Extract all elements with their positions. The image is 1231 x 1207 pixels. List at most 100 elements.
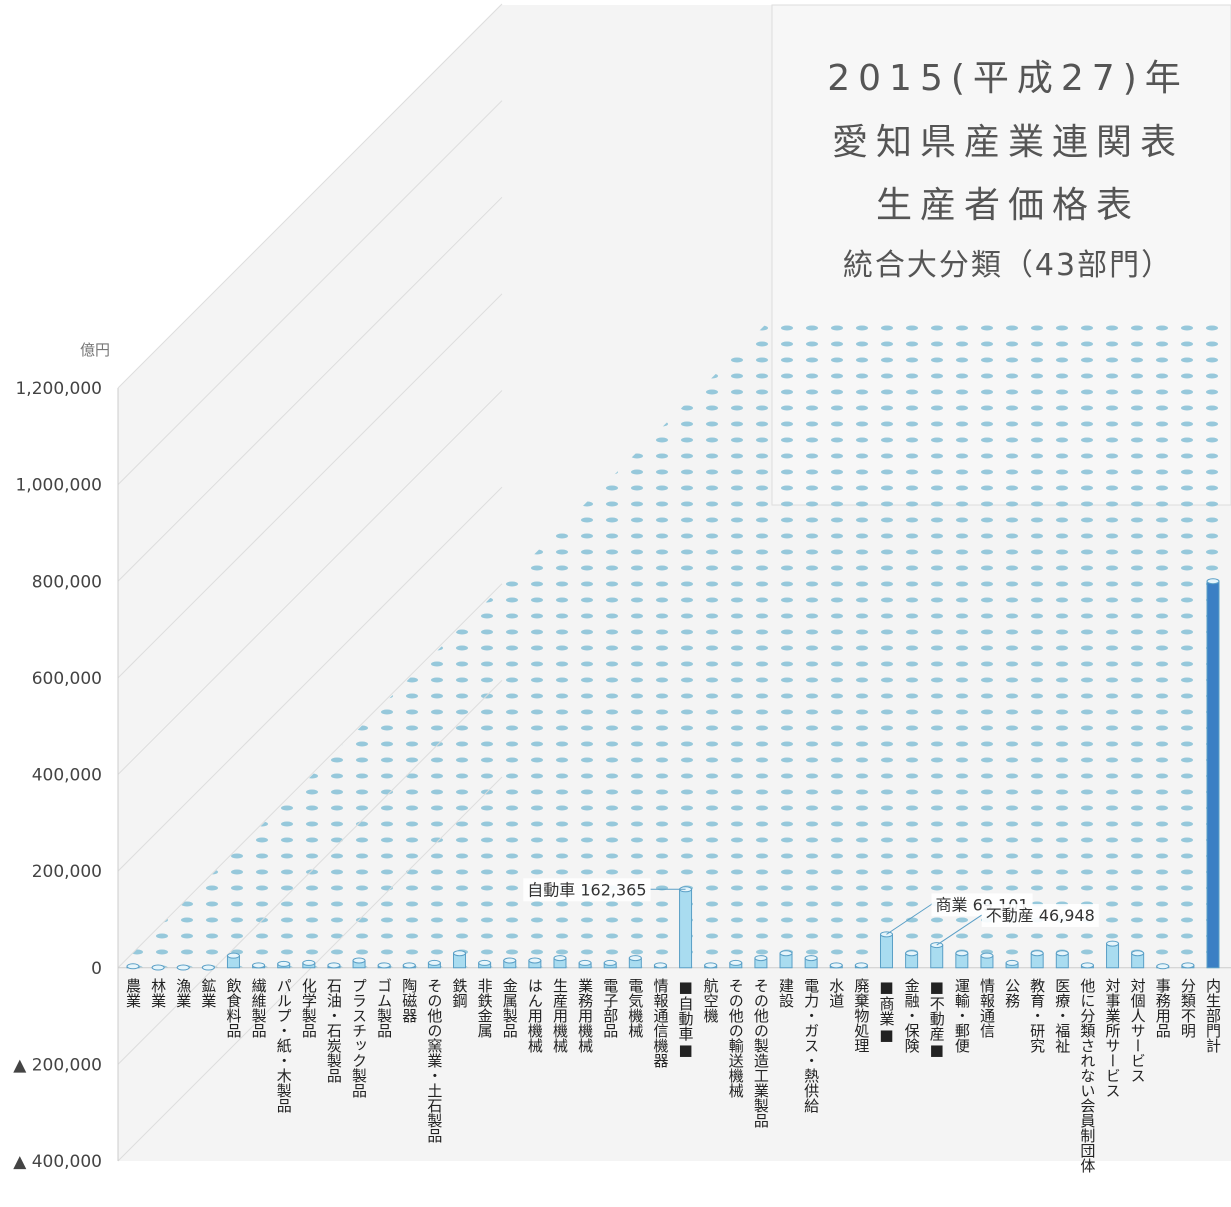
x-tick-label: はん用機械 — [526, 978, 544, 1053]
chart-title: 生産者価格表 — [876, 185, 1140, 226]
bar-top — [378, 963, 390, 968]
x-tick-label: 化学製品 — [300, 978, 318, 1038]
x-tick-label: 公務 — [1003, 978, 1021, 1009]
bar-top — [755, 956, 767, 961]
x-tick-label: その他の輸送機械 — [727, 978, 745, 1098]
bar-top — [303, 960, 315, 965]
bar-top — [604, 960, 616, 965]
x-tick-label: 廃棄物処理 — [852, 977, 870, 1053]
bar — [931, 945, 943, 968]
x-tick-label: 他に分類されない会員制団体 — [1078, 978, 1096, 1173]
x-tick-label: 水道 — [827, 978, 845, 1008]
x-tick-label: プラスチック製品 — [350, 978, 368, 1098]
x-tick-label: 情報通信機器 — [651, 978, 669, 1068]
y-unit: 億円 — [80, 341, 110, 359]
x-tick-label: 電力・ガス・熱供給 — [802, 978, 820, 1113]
x-tick-label: 教育・研究 — [1028, 978, 1046, 1054]
x-tick-label: その他の製造工業製品 — [752, 978, 770, 1128]
bar-top — [805, 956, 817, 961]
x-tick-label: 鉱業 — [199, 977, 217, 1008]
x-tick-label: 金融・保険 — [903, 978, 921, 1053]
x-tick-label: 繊維製品 — [250, 978, 268, 1038]
y-tick-label: ▲ 200,000 — [13, 1055, 102, 1075]
x-tick-label: ゴム製品 — [375, 978, 393, 1038]
bar-top — [529, 958, 541, 963]
bar-top — [654, 963, 666, 968]
bar-top — [981, 953, 993, 958]
x-tick-label: 金属製品 — [501, 978, 519, 1038]
x-tick-label: ■自動車■ — [677, 978, 695, 1059]
bar-top — [202, 965, 214, 970]
value-label: 不動産 46,948 — [986, 906, 1095, 925]
x-tick-label: 事務用品 — [1154, 978, 1172, 1038]
y-tick-label: 600,000 — [32, 669, 102, 689]
x-tick-label: 飲食料品 — [224, 978, 242, 1038]
y-tick-label: 400,000 — [32, 766, 102, 786]
x-tick-label: 対個人サービス — [1129, 978, 1147, 1083]
bar-top — [403, 963, 415, 968]
y-tick-label: 1,200,000 — [15, 379, 102, 399]
x-tick-label: 内生部門計 — [1204, 978, 1222, 1053]
x-tick-label: 情報通信 — [978, 978, 996, 1038]
bar-top — [730, 960, 742, 965]
x-tick-label: 生産用機械 — [551, 978, 569, 1053]
bar-top — [479, 960, 491, 965]
x-tick-label: 鉄鋼 — [451, 978, 469, 1008]
x-tick-label: 電気機械 — [626, 978, 644, 1038]
x-tick-label: 陶磁器 — [400, 978, 418, 1023]
bar-top — [1056, 951, 1068, 956]
x-tick-label: 対事業所サービス — [1104, 978, 1122, 1098]
bar-top — [1031, 951, 1043, 956]
bar — [1207, 581, 1219, 968]
chart-title: 統合大分類（43部門） — [843, 248, 1173, 283]
x-tick-label: 林業 — [149, 978, 167, 1008]
bar-top — [227, 953, 239, 958]
bar-top — [454, 951, 466, 956]
bar-top — [504, 958, 516, 963]
bar-top — [629, 956, 641, 961]
x-tick-label: 非鉄金属 — [476, 978, 494, 1038]
bar-top — [1132, 951, 1144, 956]
bar-top — [127, 964, 139, 969]
x-tick-label: パルプ・紙・木製品 — [275, 978, 293, 1113]
y-tick-label: ▲ 400,000 — [13, 1152, 102, 1172]
bar-top — [830, 963, 842, 968]
bar-top — [253, 963, 265, 968]
value-label: 自動車 162,365 — [527, 880, 646, 899]
bar-top — [1006, 960, 1018, 965]
chart-title: 愛知県産業連関表 — [832, 122, 1184, 163]
bar-top — [906, 951, 918, 956]
x-tick-label: 農業 — [124, 978, 142, 1008]
bar-top — [780, 951, 792, 956]
bar-top — [855, 963, 867, 968]
bar — [1107, 944, 1119, 968]
bar-top — [428, 960, 440, 965]
bar-top — [579, 960, 591, 965]
x-tick-label: 分類不明 — [1179, 978, 1197, 1039]
x-tick-label: 電子部品 — [601, 978, 619, 1038]
bar-top — [1157, 964, 1169, 969]
bar-top — [177, 965, 189, 970]
x-tick-label: その他の窯業・土石製品 — [425, 978, 443, 1143]
bar-top — [1182, 963, 1194, 968]
y-tick-label: 1,000,000 — [15, 476, 102, 496]
x-tick-label: 業務用機械 — [576, 978, 594, 1053]
bar-top — [956, 951, 968, 956]
bar-top — [1207, 579, 1219, 584]
bar-top — [328, 963, 340, 968]
x-tick-label: ■商業■ — [877, 978, 895, 1044]
bar-top — [1081, 963, 1093, 968]
x-tick-label: 石油・石炭製品 — [325, 978, 343, 1083]
y-tick-label: 0 — [91, 959, 102, 979]
bar-top — [554, 956, 566, 961]
bar-top — [353, 958, 365, 963]
bar-top — [278, 961, 290, 966]
x-tick-label: 運輸・郵便 — [953, 978, 971, 1054]
bar — [680, 889, 692, 967]
y-tick-label: 800,000 — [32, 572, 102, 592]
bar-top — [705, 963, 717, 968]
bar-top — [152, 965, 164, 970]
bar-top — [1107, 941, 1119, 946]
y-tick-label: 200,000 — [32, 862, 102, 882]
